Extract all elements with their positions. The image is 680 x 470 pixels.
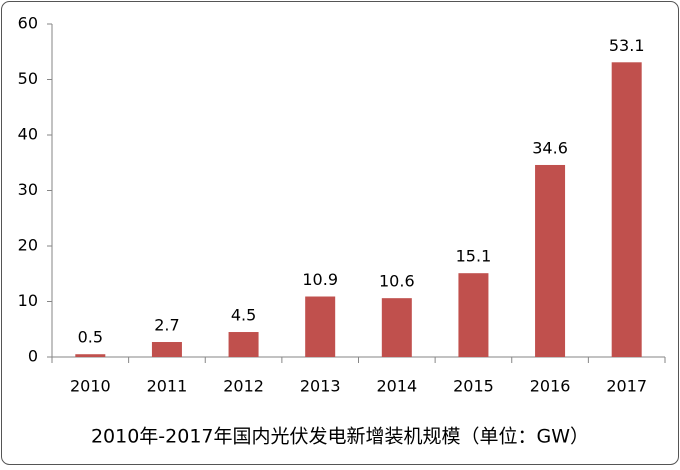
bar xyxy=(151,342,182,357)
chart-title: 2010年-2017年国内光伏发电新增装机规模（单位：GW） xyxy=(91,426,589,448)
bar xyxy=(381,298,412,357)
x-tick-label: 2017 xyxy=(606,377,647,396)
x-tick-label: 2013 xyxy=(300,377,341,396)
y-tick-label: 50 xyxy=(18,69,38,88)
data-label: 10.6 xyxy=(379,272,415,291)
data-label: 2.7 xyxy=(154,316,179,335)
x-tick-label: 2010 xyxy=(70,377,111,396)
data-label: 15.1 xyxy=(456,247,492,266)
bar xyxy=(75,354,106,357)
y-tick-label: 40 xyxy=(18,125,38,144)
x-tick-label: 2016 xyxy=(530,377,571,396)
data-label: 0.5 xyxy=(78,328,103,347)
bar xyxy=(535,164,566,357)
x-tick-label: 2014 xyxy=(376,377,417,396)
x-tick-label: 2011 xyxy=(147,377,188,396)
y-tick-label: 30 xyxy=(18,180,38,199)
bar xyxy=(458,273,489,357)
x-tick-label: 2012 xyxy=(223,377,264,396)
data-label: 53.1 xyxy=(609,36,645,55)
bar xyxy=(305,296,336,357)
y-tick-label: 0 xyxy=(28,347,38,366)
y-tick-label: 10 xyxy=(18,291,38,310)
data-label: 4.5 xyxy=(231,306,256,325)
x-tick-label: 2015 xyxy=(453,377,494,396)
y-tick-label: 60 xyxy=(18,14,38,33)
bar xyxy=(228,332,259,357)
y-tick-label: 20 xyxy=(18,236,38,255)
data-label: 10.9 xyxy=(302,270,338,289)
data-label: 34.6 xyxy=(532,138,568,157)
bar xyxy=(611,62,642,358)
